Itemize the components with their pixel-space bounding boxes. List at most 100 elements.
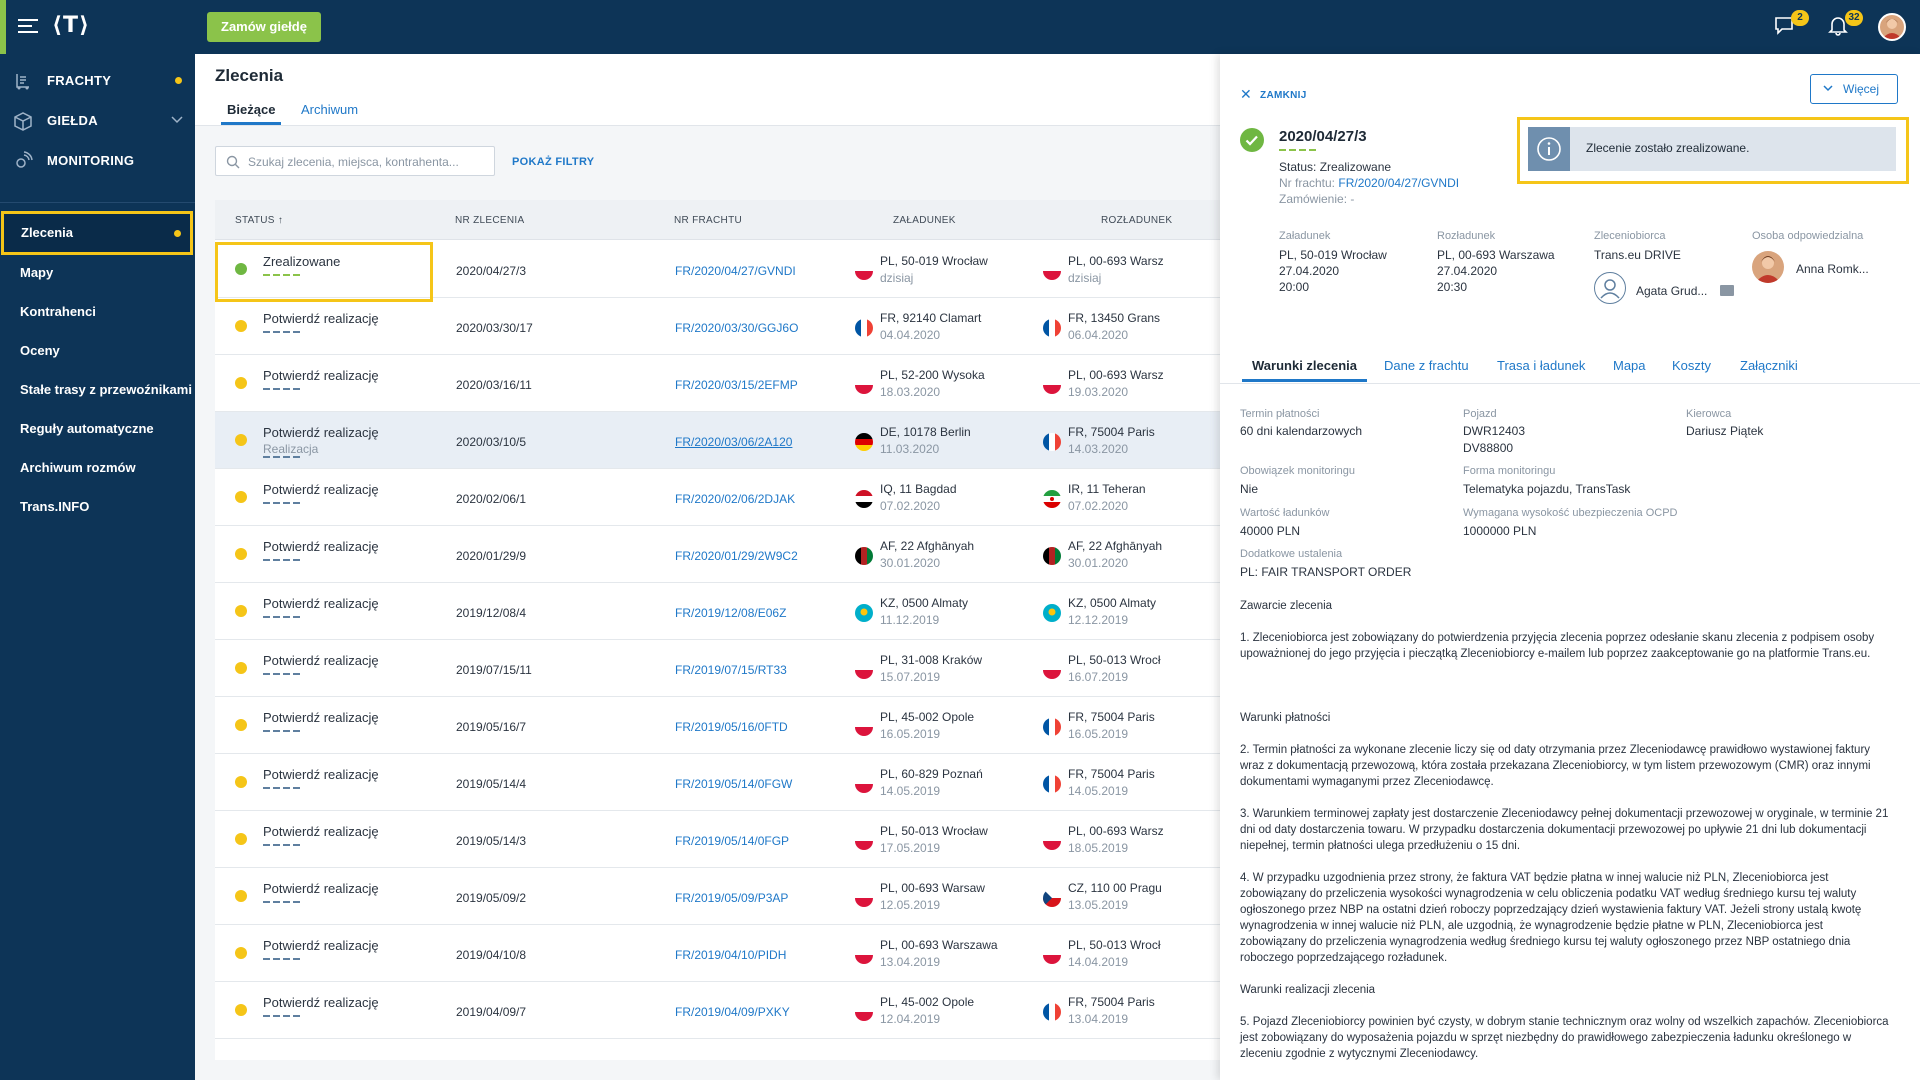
freight-number-link[interactable]: FR/2020/04/27/GVNDI xyxy=(675,264,796,278)
status-label: Potwierdź realizację xyxy=(263,938,379,953)
table-row[interactable]: Potwierdź realizację 2020/03/16/11 FR/2020… xyxy=(215,355,1235,412)
column-header-status[interactable]: STATUS ↑ xyxy=(235,215,284,226)
unloading-date: 13.04.2019 xyxy=(1068,1012,1129,1026)
sidebar-item-monitoring[interactable]: MONITORING xyxy=(0,140,195,180)
tab-zalaczniki[interactable]: Załączniki xyxy=(1740,358,1798,373)
freight-number-link[interactable]: FR/2019/05/16/0FTD xyxy=(675,720,788,734)
tab-warunki[interactable]: Warunki zlecenia xyxy=(1242,358,1367,382)
sidebar-item-label: Kontrahenci xyxy=(20,304,96,319)
unloading-place: FR, 75004 Paris xyxy=(1068,425,1155,439)
sidebar-item-label: MONITORING xyxy=(47,153,135,168)
table-row[interactable]: Potwierdź realizację 2019/04/09/7 FR/2019/… xyxy=(215,982,1235,1039)
progress-dashes xyxy=(263,559,303,562)
freight-number-link[interactable]: FR/2020/03/15/2EFMP xyxy=(675,378,798,392)
order-number: 2019/05/16/7 xyxy=(456,720,527,734)
table-row[interactable]: Potwierdź realizację 2019/12/08/4 FR/2019/… xyxy=(215,583,1235,640)
freight-number-link[interactable]: FR/2020/03/06/2A120 xyxy=(675,435,793,449)
sidebar-item-archiwum-rozmow[interactable]: Archiwum rozmów xyxy=(0,448,195,486)
sidebar-item-gielda[interactable]: GIEŁDA xyxy=(0,100,195,140)
sidebar-item-mapy[interactable]: Mapy xyxy=(0,253,195,291)
loading-place: PL, 31-008 Kraków xyxy=(880,653,983,667)
table-row[interactable]: Potwierdź realizację 2020/01/29/9 FR/2020/… xyxy=(215,526,1235,583)
freight-number-link[interactable]: FR/2019/05/09/P3AP xyxy=(675,891,789,905)
unloading-place: FR, 13450 Grans xyxy=(1068,311,1161,325)
unloading-place: IR, 11 Teheran xyxy=(1068,482,1146,496)
order-exchange-button[interactable]: Zamów giełdę xyxy=(207,12,321,42)
freight-number-link[interactable]: FR/2019/04/10/PIDH xyxy=(675,948,787,962)
freight-number-link[interactable]: FR/2019/12/08/E06Z xyxy=(675,606,787,620)
menu-icon[interactable] xyxy=(18,17,40,35)
loading-date: 12.04.2019 xyxy=(880,1012,941,1026)
table-row[interactable]: Potwierdź realizację Realizacja 2020/03/10… xyxy=(215,412,1235,469)
sidebar-item-reguly[interactable]: Reguły automatyczne xyxy=(0,409,195,447)
unloading-date: 19.03.2020 xyxy=(1068,385,1129,399)
sidebar-item-kontrahenci[interactable]: Kontrahenci xyxy=(0,292,195,330)
freight-number-link[interactable]: FR/2020/03/30/GGJ6O xyxy=(675,321,799,335)
contractor-person[interactable]: Agata Grud... xyxy=(1636,284,1708,298)
freight-number-link[interactable]: FR/2019/05/14/0FGP xyxy=(675,834,790,848)
column-header-zaladunek[interactable]: ZAŁADUNEK xyxy=(893,215,956,226)
tab-biezace[interactable]: Bieżące xyxy=(220,102,282,125)
monitoring-value: Nie xyxy=(1240,482,1259,496)
freight-number-link[interactable]: FR/2019/04/09/PXKY xyxy=(675,1005,790,1019)
table-row[interactable]: Potwierdź realizację 2019/05/14/4 FR/2019/… xyxy=(215,754,1235,811)
tab-dane-z-frachtu[interactable]: Dane z frachtu xyxy=(1384,358,1469,373)
info-icon xyxy=(1528,127,1570,171)
table-row[interactable]: Potwierdź realizację 2019/05/09/2 FR/2019/… xyxy=(215,868,1235,925)
close-button[interactable]: ✕ ZAMKNIJ xyxy=(1240,86,1307,103)
sidebar-item-zlecenia[interactable]: Zlecenia xyxy=(1,211,193,255)
table-row[interactable]: Potwierdź realizację 2020/02/06/1 FR/2020/… xyxy=(215,469,1235,526)
loading-place: PL, 52-200 Wysoka xyxy=(880,368,985,382)
loading-place: PL, 00-693 Warszawa xyxy=(880,938,998,952)
show-filters-link[interactable]: POKAŻ FILTRY xyxy=(512,156,595,168)
column-header-nr-zlecenia[interactable]: NR ZLECENIA xyxy=(455,215,525,226)
tab-mapa[interactable]: Mapa xyxy=(1613,358,1646,373)
table-row[interactable]: Potwierdź realizację 2019/07/15/11 FR/2019… xyxy=(215,640,1235,697)
more-button[interactable]: Więcej xyxy=(1810,74,1898,104)
status-label: Potwierdź realizację xyxy=(263,596,379,611)
messages-icon[interactable]: 2 xyxy=(1773,10,1809,38)
tab-koszty[interactable]: Koszty xyxy=(1672,358,1712,373)
notifications-icon[interactable]: 32 xyxy=(1827,10,1863,38)
unloading-place: PL, 50-013 Wrocł xyxy=(1068,938,1161,952)
sidebar-item-oceny[interactable]: Oceny xyxy=(0,331,195,369)
order-number: 2019/05/14/4 xyxy=(456,777,527,791)
search-input[interactable]: Szukaj zlecenia, miejsca, kontrahenta... xyxy=(215,146,495,176)
table-row[interactable]: Potwierdź realizację 2019/05/16/7 FR/2019/… xyxy=(215,697,1235,754)
progress-dashes xyxy=(263,901,303,904)
trans-logo[interactable]: ⟨T⟩ xyxy=(52,13,91,38)
section-heading: Warunki płatności xyxy=(1240,712,1331,724)
freight-number-link[interactable]: FR/2020/04/27/GVNDI xyxy=(1338,176,1460,190)
freight-number-link[interactable]: FR/2019/07/15/RT33 xyxy=(675,663,787,677)
table-row[interactable]: Potwierdź realizację 2020/03/30/17 FR/2020… xyxy=(215,298,1235,355)
user-avatar[interactable] xyxy=(1878,13,1906,41)
sidebar-item-frachty[interactable]: FRACHTY xyxy=(0,60,195,100)
tab-archiwum[interactable]: Archiwum xyxy=(301,102,359,117)
table-row[interactable]: Potwierdź realizację 2019/05/14/3 FR/2019/… xyxy=(215,811,1235,868)
tab-trasa[interactable]: Trasa i ładunek xyxy=(1497,358,1586,373)
loading-date: 04.04.2020 xyxy=(880,328,941,342)
unloading-date: 16.05.2019 xyxy=(1068,727,1129,741)
chat-icon[interactable] xyxy=(1720,285,1734,296)
column-header-nr-frachtu[interactable]: NR FRACHTU xyxy=(674,215,742,226)
sidebar-item-trans-info[interactable]: Trans.INFO xyxy=(0,487,195,525)
freight-number-link[interactable]: FR/2020/01/29/2W9C2 xyxy=(675,549,798,563)
contractor-value: Trans.eu DRIVE xyxy=(1594,248,1681,262)
table-row[interactable]: Zrealizowane 2020/04/27/3 FR/2020/04/27/GV… xyxy=(215,241,1235,298)
sidebar-item-stale-trasy[interactable]: Stałe trasy z przewoźnikami xyxy=(0,370,195,408)
order-number: 2020/02/06/1 xyxy=(456,492,527,506)
flag-icon-kz xyxy=(855,604,873,622)
warning-circle-icon xyxy=(235,491,247,503)
column-header-rozladunek[interactable]: ROZŁADUNEK xyxy=(1101,215,1173,226)
unloading-date: 13.05.2019 xyxy=(1068,898,1129,912)
flag-icon-fr xyxy=(1043,718,1061,736)
warning-circle-icon xyxy=(235,320,247,332)
freight-number-link[interactable]: FR/2019/05/14/0FGW xyxy=(675,777,793,791)
terms-paragraph: 2. Termin płatności za wykonane zlecenie… xyxy=(1240,744,1871,788)
table-row[interactable]: Potwierdź realizację 2019/04/10/8 FR/2019/… xyxy=(215,925,1235,982)
loading-place: PL, 45-002 Opole xyxy=(880,710,975,724)
flag-icon-pl xyxy=(855,775,873,793)
unloading-place: PL, 00-693 Warsz xyxy=(1068,254,1164,268)
loading-date: 30.01.2020 xyxy=(880,556,941,570)
freight-number-link[interactable]: FR/2020/02/06/2DJAK xyxy=(675,492,796,506)
